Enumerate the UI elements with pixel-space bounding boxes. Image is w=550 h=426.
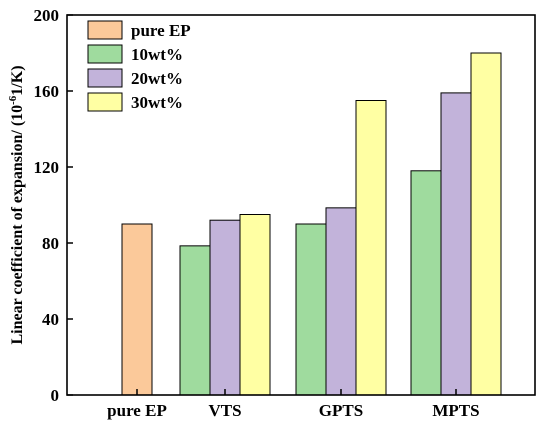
- y-tick-label: 40: [42, 310, 59, 329]
- y-axis-label: Linear coefficient of expansion/ (10-61/…: [7, 65, 26, 344]
- legend: pure EP 10wt% 20wt% 30wt%: [87, 20, 191, 112]
- x-tick-label: MPTS: [432, 401, 479, 420]
- legend-swatch: [87, 68, 123, 88]
- y-tick-label: 200: [34, 6, 60, 25]
- bar-10wt-: [410, 170, 442, 396]
- bar-30wt-: [239, 214, 271, 396]
- x-tick-label: pure EP: [107, 401, 167, 420]
- bar-30wt-: [470, 52, 502, 396]
- bar-20wt-: [209, 219, 241, 396]
- bar-20wt-: [325, 207, 357, 396]
- x-tick-labels: pure EP VTS GPTS MPTS: [107, 389, 480, 420]
- legend-swatch: [87, 20, 123, 40]
- x-tick-label: GPTS: [319, 401, 363, 420]
- y-tick-label: 160: [34, 82, 60, 101]
- legend-label: 30wt%: [131, 93, 183, 112]
- y-tick-label: 80: [42, 234, 59, 253]
- bar-10wt-: [179, 245, 211, 396]
- y-tick-label: 120: [34, 158, 60, 177]
- y-tick-label: 0: [51, 386, 60, 405]
- bar-pure-ep: [121, 223, 153, 396]
- legend-swatch: [87, 44, 123, 64]
- legend-label: 20wt%: [131, 69, 183, 88]
- legend-label: 10wt%: [131, 45, 183, 64]
- bars-layer: [121, 52, 502, 396]
- bar-30wt-: [355, 100, 387, 396]
- plot-frame: [66, 14, 536, 396]
- y-ticks: 0 40 80 120 160 200: [34, 6, 73, 405]
- x-tick-label: VTS: [208, 401, 241, 420]
- legend-swatch: [87, 92, 123, 112]
- legend-label: pure EP: [131, 21, 191, 40]
- bar-20wt-: [440, 92, 472, 396]
- bar-10wt-: [295, 223, 327, 396]
